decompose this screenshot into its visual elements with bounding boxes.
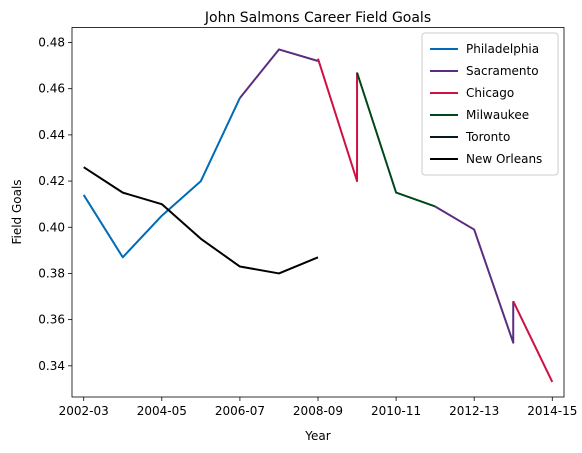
legend-label: Toronto [465,130,510,144]
series-line-chicago-6 [512,300,554,383]
series-line-new-orleans-7 [83,166,319,275]
y-tick-label: 0.36 [38,313,65,327]
series-line-chicago-2 [317,58,359,183]
series-line-sacramento-1 [239,48,319,99]
y-tick-label: 0.38 [38,266,65,280]
y-tick-label: 0.46 [38,82,65,96]
y-tick-label: 0.44 [38,128,65,142]
legend-label: New Orleans [466,152,542,166]
plot-lines [82,48,554,383]
y-tick-label: 0.42 [38,174,65,188]
x-tick-label: 2002-03 [59,404,109,418]
y-axis-title: Field Goals [10,179,24,244]
chart-title: John Salmons Career Field Goals [204,10,431,26]
x-tick-label: 2008-09 [293,404,343,418]
legend-label: Chicago [466,86,514,100]
x-tick-label: 2006-07 [215,404,265,418]
y-tick-label: 0.34 [38,359,65,373]
y-axis: 0.34 0.36 0.38 0.40 0.42 0.44 0.46 0.48 [38,36,72,373]
legend-label: Sacramento [466,64,539,78]
y-tick-label: 0.48 [38,36,65,50]
x-tick-label: 2004-05 [137,404,187,418]
legend-label: Milwaukee [466,108,529,122]
x-tick-label: 2014-15 [527,404,577,418]
x-tick-label: 2012-13 [449,404,499,418]
y-tick-label: 0.40 [38,220,65,234]
series-line-philadelphia-0 [82,97,241,259]
series-line-sacramento-4 [434,205,515,344]
x-tick-label: 2010-11 [371,404,421,418]
series-line-milwaukee-3 [356,72,436,208]
legend-box [421,32,559,176]
legend-label: Philadelphia [466,42,539,56]
x-axis: 2002-03 2004-05 2006-07 2008-09 2010-11 2012-… [59,397,577,418]
x-axis-title: Year [304,429,330,443]
legend: Philadelphia Sacramento Chicago Milwaukee To… [421,32,559,176]
